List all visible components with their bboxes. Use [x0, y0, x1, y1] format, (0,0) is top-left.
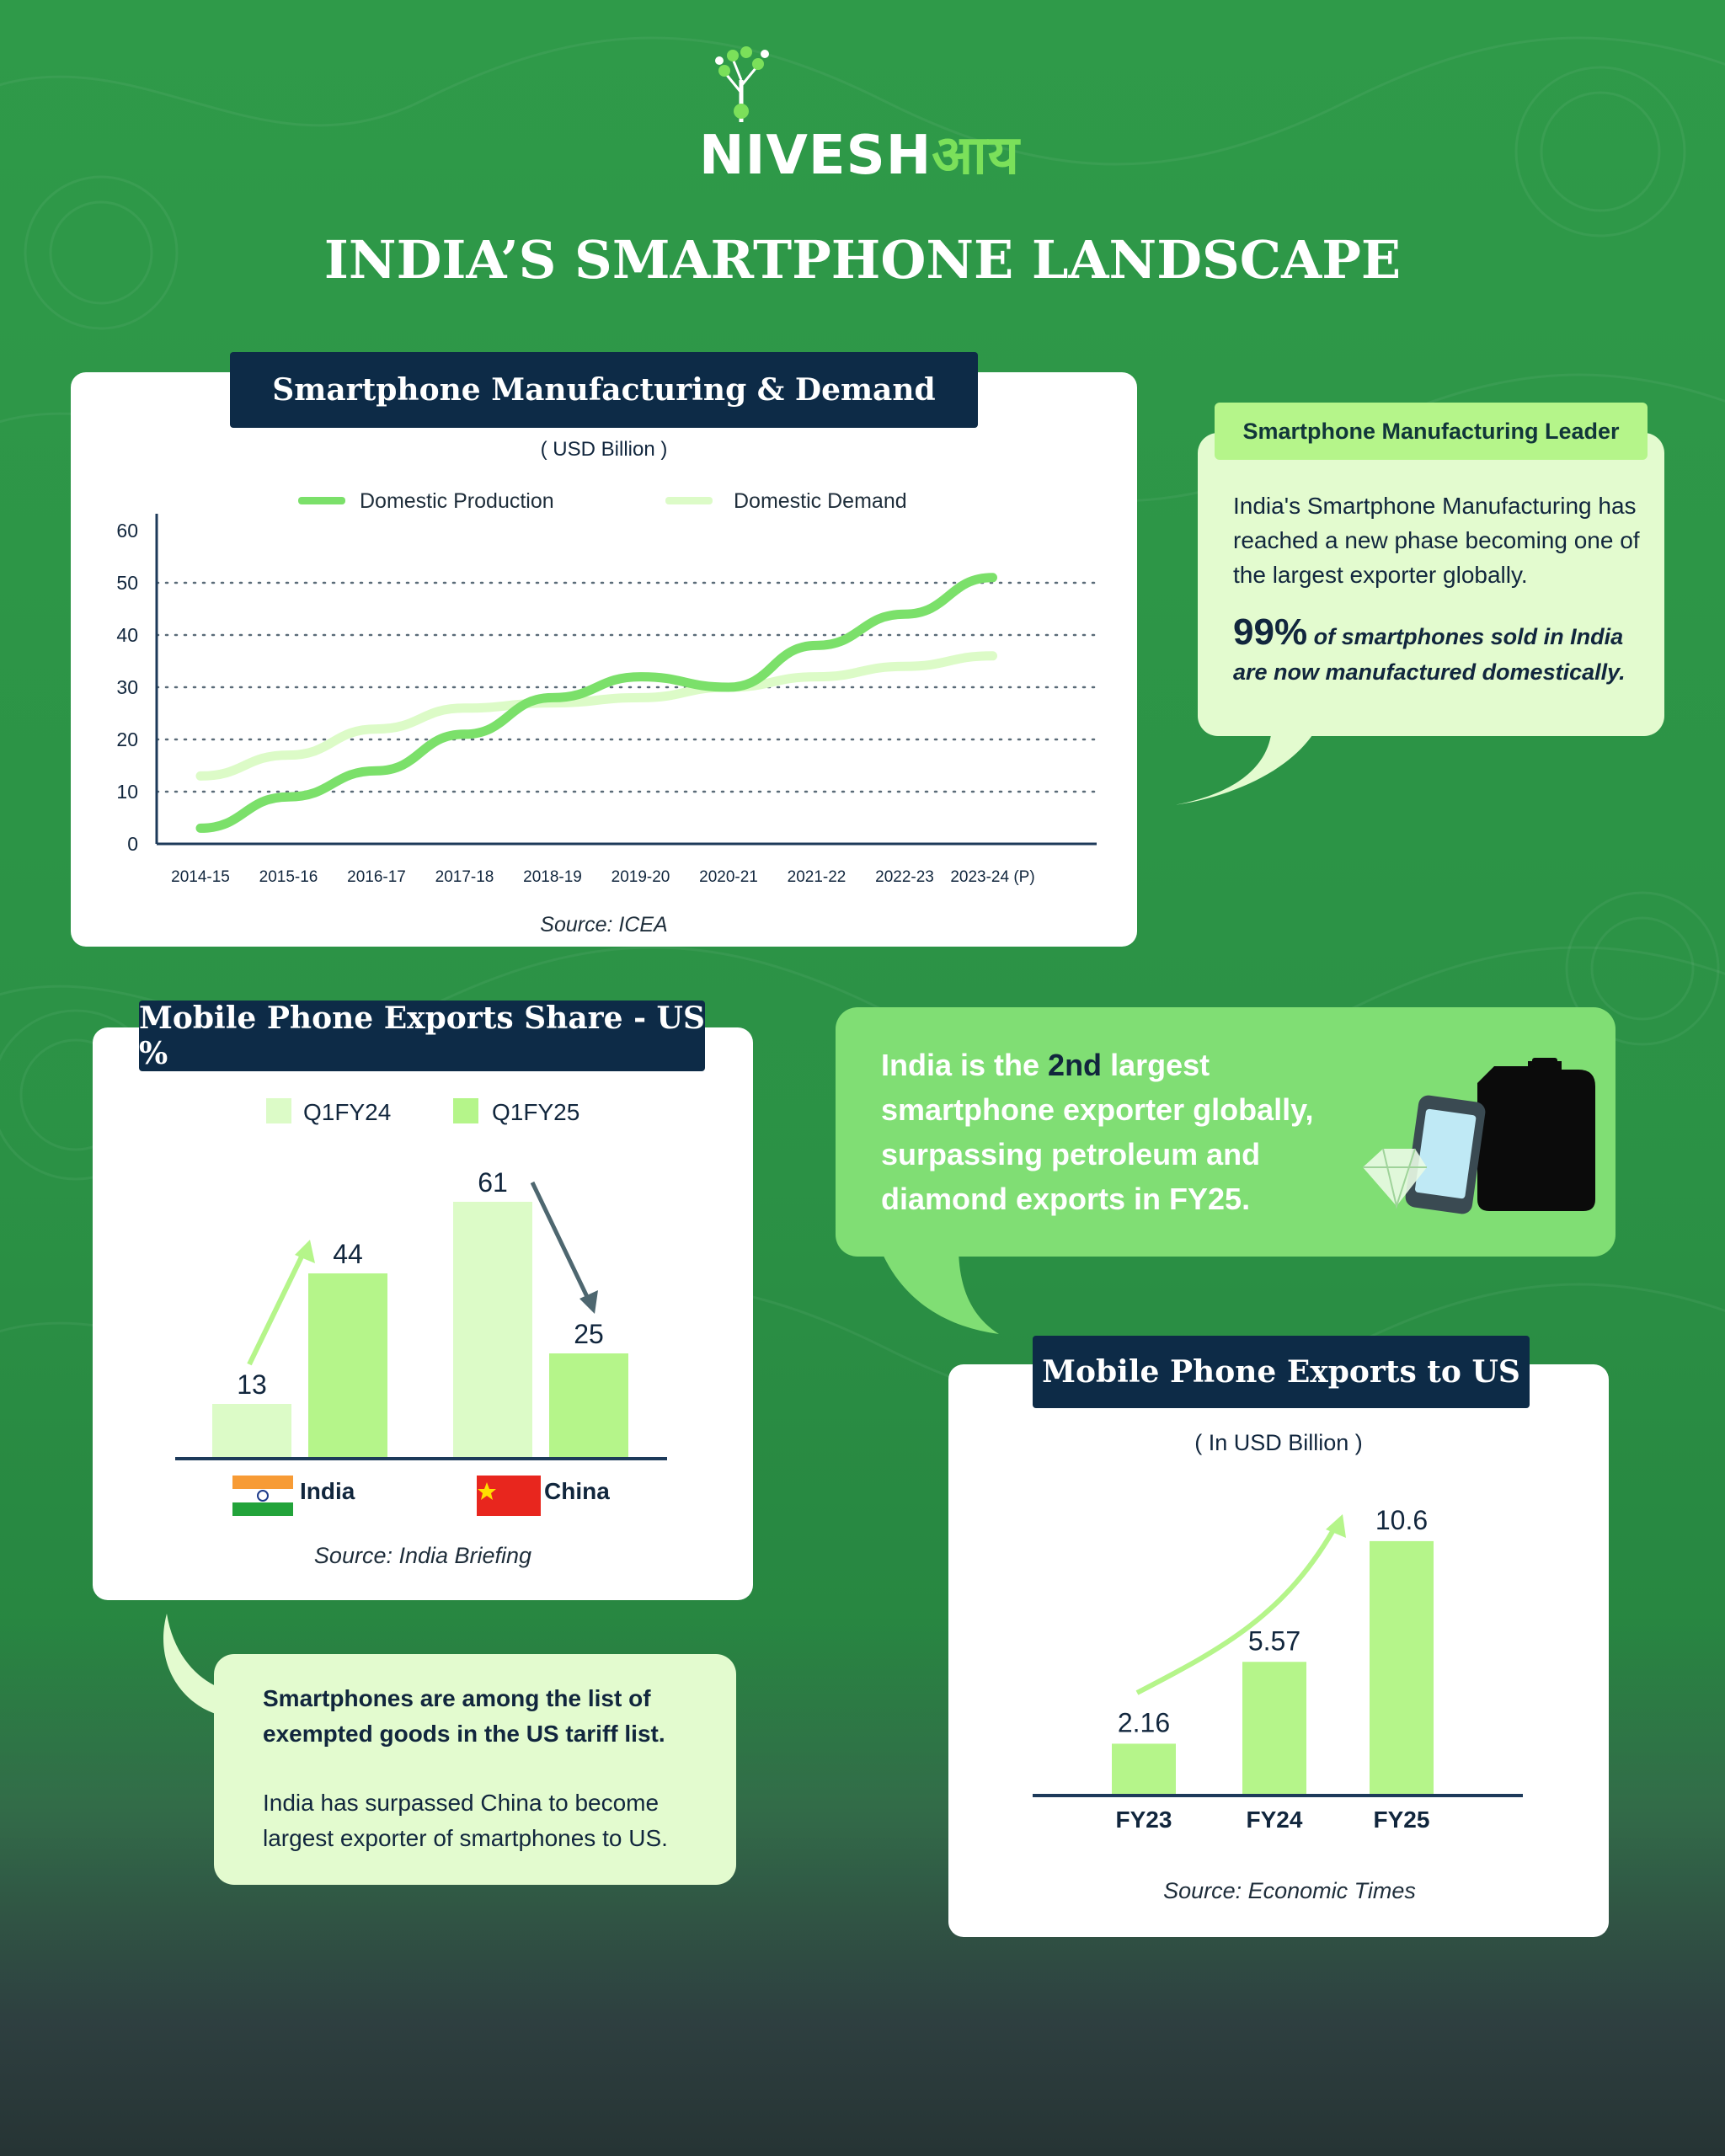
bar-value-label: 10.6 [1375, 1505, 1428, 1535]
bar-value-label: 5.57 [1248, 1625, 1300, 1656]
india-flag-icon [232, 1476, 293, 1516]
y-tick-label: 0 [127, 833, 138, 855]
x-tick-label: 2021-22 [788, 868, 846, 886]
exporter-line-2: smartphone exporter globally, [881, 1092, 1314, 1127]
bar-fy24 [1242, 1662, 1306, 1796]
y-tick-label: 20 [116, 728, 138, 750]
exporter-bubble-tail [879, 1246, 999, 1334]
exports-us-source: Source: Economic Times [1163, 1878, 1416, 1903]
x-tick-label: 2017-18 [435, 868, 494, 886]
tariff-box [214, 1654, 736, 1885]
fuel-can-icon [1477, 1058, 1595, 1211]
exporter-box-text: India is the 2nd largest smartphone expo… [881, 1043, 1403, 1221]
x-tick-label: 2018-19 [523, 868, 582, 886]
x-tick-label: 2019-20 [611, 868, 670, 886]
exports-us-card [948, 1364, 1609, 1937]
growth-arrowhead-icon [1326, 1514, 1346, 1538]
china-down-arrow-icon [530, 1181, 592, 1304]
y-tick-label: 40 [116, 624, 138, 646]
category-label: FY24 [1247, 1806, 1303, 1833]
bar-india-q1fy24 [212, 1404, 291, 1459]
leader-box [1198, 433, 1664, 736]
y-tick-label: 50 [116, 572, 138, 594]
category-label: FY25 [1374, 1806, 1430, 1833]
legend-swatch-production [298, 497, 345, 504]
leader-box-label: Smartphone Manufacturing Leader [1215, 403, 1648, 460]
china-down-arrowhead-icon [579, 1290, 598, 1314]
bar-fy23 [1112, 1743, 1176, 1796]
manufacturing-line-chart: Domestic Production Domestic Demand 0 10 2… [116, 489, 1098, 886]
tariff-box-text: India has surpassed China to become larg… [263, 1790, 668, 1851]
bar-china-q1fy25 [549, 1353, 628, 1459]
x-tick-label: 2014-15 [171, 868, 230, 886]
x-tick-label: 2016-17 [347, 868, 406, 886]
category-label: FY23 [1116, 1806, 1172, 1833]
manufacturing-chart-title: Smartphone Manufacturing & Demand [230, 352, 978, 428]
page-title: INDIA’S SMARTPHONE LANDSCAPE [323, 229, 1402, 291]
tariff-box-bold-text: Smartphones are among the list of exempt… [263, 1685, 665, 1747]
legend-label-q1fy25: Q1FY25 [492, 1099, 579, 1125]
exports-us-chart-title: Mobile Phone Exports to US [1033, 1336, 1530, 1408]
y-tick-label: 30 [116, 676, 138, 698]
exports-share-chart-title: Mobile Phone Exports Share - US % [139, 1001, 705, 1071]
x-tick-label: 2023-24 (P) [950, 868, 1034, 886]
manufacturing-chart-subtitle: ( USD Billion ) [540, 438, 668, 461]
series-line-demand [195, 651, 997, 781]
bar-value-label: 2.16 [1118, 1707, 1170, 1737]
logo-tree-icon [715, 46, 769, 122]
legend-label-demand: Domestic Demand [734, 489, 907, 513]
legend-swatch-q1fy24 [266, 1098, 291, 1123]
category-label-india: India [300, 1478, 355, 1504]
exports-share-bar-chart: Q1FY24 Q1FY25 13 44 61 25 India China [175, 1098, 667, 1516]
bar-value-label: 61 [478, 1167, 508, 1198]
exports-us-chart-subtitle: ( In USD Billion ) [1194, 1430, 1363, 1455]
growth-arrow-icon [1135, 1521, 1340, 1695]
legend-label-production: Domestic Production [360, 489, 554, 513]
tariff-bubble-tail [163, 1614, 224, 1716]
manufacturing-source: Source: ICEA [540, 913, 668, 937]
bar-fy25 [1370, 1540, 1434, 1796]
category-label-china: China [544, 1478, 610, 1504]
bar-india-q1fy25 [308, 1273, 387, 1459]
exports-share-source: Source: India Briefing [313, 1543, 532, 1568]
leader-box-stat-text: 99% of smartphones sold in India are now… [1233, 611, 1626, 686]
exporter-icons [1363, 1058, 1595, 1214]
x-tick-label: 2015-16 [259, 868, 318, 886]
exporter-line-3: surpassing petroleum and [881, 1137, 1261, 1171]
exporter-line-1: India is the 2nd largest [881, 1048, 1210, 1082]
bar-value-label: 44 [333, 1239, 363, 1269]
bar-value-label: 13 [237, 1369, 267, 1400]
china-flag-icon [477, 1476, 541, 1516]
exports-us-bar-chart: 2.16 FY23 5.57 FY24 10.6 FY25 [1033, 1505, 1523, 1833]
diamond-icon [1363, 1148, 1427, 1209]
x-tick-label: 2022-23 [875, 868, 934, 886]
x-tick-label: 2020-21 [699, 868, 758, 886]
bar-china-q1fy24 [453, 1202, 532, 1459]
series-line-production [195, 573, 997, 833]
legend-label-q1fy24: Q1FY24 [303, 1099, 391, 1125]
bar-value-label: 25 [574, 1319, 604, 1349]
y-tick-label: 10 [116, 781, 138, 803]
logo: NIVESHआय [699, 125, 1020, 187]
y-tick-label: 60 [116, 520, 138, 542]
leader-box-text: India's Smartphone Manufacturing has rea… [1233, 493, 1640, 588]
india-up-arrow-icon [247, 1248, 307, 1366]
exporter-line-4: diamond exports in FY25. [881, 1182, 1251, 1216]
exports-share-card [93, 1027, 753, 1600]
smartphone-icon [1405, 1095, 1486, 1214]
leader-bubble-tail [1174, 724, 1319, 805]
india-up-arrowhead-icon [295, 1240, 315, 1263]
legend-swatch-demand [665, 497, 713, 504]
leader-box-stat: 99% [1233, 611, 1308, 653]
legend-swatch-q1fy25 [453, 1098, 478, 1123]
